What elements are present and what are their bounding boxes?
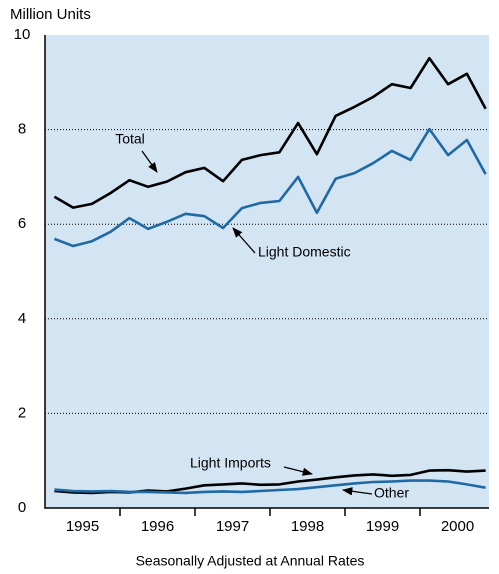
series-line — [54, 479, 486, 495]
annotation-arrow — [283, 466, 314, 476]
y-tick-label: 4 — [18, 310, 26, 327]
annotation-arrow — [232, 227, 256, 254]
y-axis-label: Million Units — [10, 6, 91, 23]
x-tick-label: 1995 — [66, 518, 99, 535]
x-tick-label: 1998 — [291, 518, 324, 535]
x-tick-label: 2000 — [441, 518, 474, 535]
series-label: Other — [374, 485, 409, 501]
x-tick-label: 1999 — [366, 518, 399, 535]
y-tick-label: 0 — [18, 499, 26, 516]
annotation-arrow — [341, 487, 373, 496]
series-label: Light Domestic — [258, 244, 351, 260]
y-tick-label: 6 — [18, 215, 26, 232]
series-label: Light Imports — [190, 455, 271, 471]
series-label: Total — [115, 131, 145, 147]
y-tick-label: 2 — [18, 404, 26, 421]
annotation-arrow — [141, 150, 158, 173]
plot-area — [45, 35, 489, 508]
x-axis-label: Seasonally Adjusted at Annual Rates — [136, 553, 365, 569]
y-tick-label: 8 — [18, 121, 26, 138]
series-line — [53, 56, 487, 209]
x-tick-label: 1997 — [216, 518, 249, 535]
axis-frame — [44, 35, 489, 509]
x-tick-label: 1996 — [141, 518, 174, 535]
y-tick-label: 10 — [14, 26, 31, 43]
series-line — [53, 127, 487, 248]
